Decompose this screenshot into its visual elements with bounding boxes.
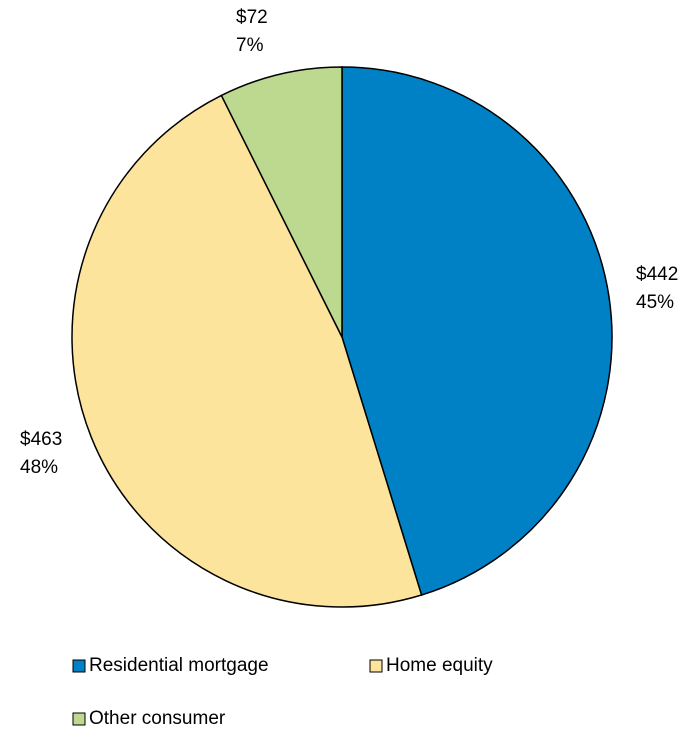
pie-slice bbox=[220, 66, 343, 338]
legend-label: Home equity bbox=[386, 655, 493, 676]
legend-swatch bbox=[369, 659, 383, 673]
percent-label: 48% bbox=[20, 457, 58, 478]
legend-label: Other consumer bbox=[89, 708, 226, 729]
legend-swatch bbox=[72, 712, 86, 726]
pie-slice bbox=[71, 94, 423, 608]
value-label: $442 bbox=[636, 264, 678, 285]
percent-label: 45% bbox=[636, 292, 674, 313]
legend-swatch bbox=[72, 659, 86, 673]
percent-label: 7% bbox=[236, 35, 264, 56]
pie-slice bbox=[341, 66, 613, 596]
value-label: $463 bbox=[20, 429, 62, 450]
value-label: $72 bbox=[236, 7, 268, 28]
legend-label: Residential mortgage bbox=[89, 655, 269, 676]
